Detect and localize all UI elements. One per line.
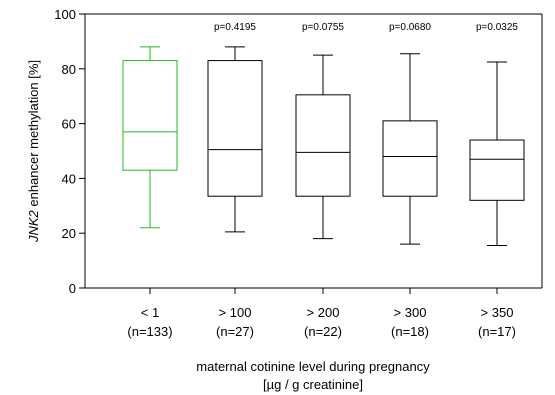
- y-tick-label: 80: [62, 62, 76, 77]
- p-value-label: p=0.4195: [214, 22, 256, 33]
- p-value-label: p=0.0680: [389, 22, 431, 33]
- iqr-box: [469, 139, 525, 201]
- iqr-box: [207, 60, 263, 197]
- iqr-box: [122, 60, 178, 171]
- y-tick-label: 20: [62, 226, 76, 241]
- x-tick-sample-size: (n=22): [304, 324, 342, 339]
- x-tick-label: > 200: [307, 305, 340, 320]
- x-tick-sample-size: (n=17): [478, 324, 516, 339]
- y-tick-label: 100: [54, 7, 76, 22]
- p-value-label: p=0.0325: [476, 22, 518, 33]
- axes: [84, 13, 543, 289]
- x-tick-label: > 300: [394, 305, 427, 320]
- x-tick-sample-size: (n=27): [216, 324, 254, 339]
- iqr-box: [382, 120, 438, 197]
- x-tick-label: > 100: [219, 305, 252, 320]
- y-tick-label: 60: [62, 117, 76, 132]
- box-group: p=0.0680: [382, 22, 438, 245]
- x-tick-label: < 1: [141, 305, 159, 320]
- box-group: p=0.0755: [295, 22, 351, 240]
- y-tick-label: 40: [62, 171, 76, 186]
- box-group: p=0.0325: [469, 22, 525, 247]
- x-axis-label-line2: [µg / g creatinine]: [263, 377, 363, 392]
- x-tick-label: > 350: [481, 305, 514, 320]
- y-tick-label: 0: [69, 281, 76, 296]
- x-tick-sample-size: (n=133): [127, 324, 172, 339]
- boxes: p=0.4195 p=0.0755 p=0.0680 p=0.0325: [122, 22, 525, 247]
- x-tick-sample-size: (n=18): [391, 324, 429, 339]
- box-group: [122, 46, 178, 229]
- p-value-label: p=0.0755: [302, 22, 344, 33]
- box-group: p=0.4195: [207, 22, 263, 233]
- y-axis-label: JNK2 enhancer methylation [%]: [26, 60, 41, 243]
- x-tick-labels: < 1 (n=133) > 100 (n=27) > 200 (n=22) > 300 (n=…: [127, 288, 516, 339]
- x-axis-label-line1: maternal cotinine level during pregnancy: [196, 359, 430, 374]
- y-ticks: 0 20 40 60 80 100: [54, 7, 85, 296]
- iqr-box: [295, 94, 351, 197]
